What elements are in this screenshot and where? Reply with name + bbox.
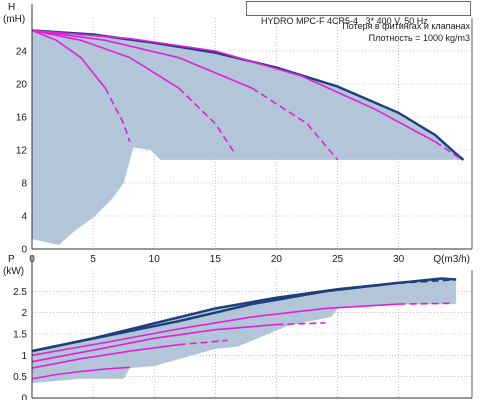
power-supply: 3* 400 V, 50 Hz (365, 16, 428, 26)
head-curve-1-dashed (104, 87, 131, 143)
power-curve-4 (31, 303, 399, 357)
head-x-tick-label: 5 (90, 254, 96, 265)
power-y-tick-label: 1.5 (13, 330, 27, 341)
head-x-tick-label: 20 (271, 254, 283, 265)
head-x-tick-label: 25 (332, 254, 344, 265)
head-y-tick-label: 0 (21, 245, 27, 256)
head-x-tick-label: 15 (210, 254, 222, 265)
power-curve-3-dashed (276, 322, 326, 326)
head-y-tick-label: 24 (16, 47, 28, 58)
power-y-unit: (kW) (3, 266, 24, 277)
head-y-tick-label: 20 (16, 80, 28, 91)
power-curve-2-dashed (178, 339, 228, 346)
power-curve-5 (31, 281, 399, 353)
model-name: HYDRO MPC-F 4CR5-4 (261, 16, 359, 26)
head-y-tick-label: 12 (16, 146, 28, 157)
head-y-label: H (8, 2, 15, 13)
power-y-tick-label: 2.5 (13, 287, 27, 298)
head-x-tick-label: 10 (149, 254, 161, 265)
head-operating-area (32, 30, 464, 245)
power-y-tick-label: 1 (21, 351, 27, 362)
note-density: Плотность = 1000 kg/m3 (368, 33, 470, 43)
head-curve-1 (31, 29, 106, 89)
note-losses: Потеря в фитингах и клапанах (342, 21, 470, 31)
head-y-unit: (mH) (3, 14, 25, 25)
head-y-tick-label: 16 (16, 113, 28, 124)
head-x-label: Q(m3/h) (433, 254, 470, 265)
model-info-box: HYDRO MPC-F 4CR5-4 3* 400 V, 50 Hz (246, 1, 471, 26)
head-curve-2 (31, 29, 180, 89)
head-curve-4 (31, 29, 436, 143)
power-y-tick-label: 2 (21, 308, 27, 319)
power-curve-3 (31, 323, 277, 363)
power-curve-1 (31, 366, 130, 380)
head-y-tick-label: 4 (21, 212, 27, 223)
head-x-tick-label: 30 (393, 254, 405, 265)
head-curve-4-dashed (434, 141, 461, 159)
power-operating-area (32, 278, 457, 384)
head-curve-3 (31, 29, 253, 89)
power-curve-4-dashed (398, 302, 454, 305)
power-y-label: P (8, 254, 15, 265)
head-y-tick-label: 8 (21, 179, 27, 190)
power-y-tick-label: 0 (21, 394, 27, 400)
power-y-tick-label: 0.5 (13, 372, 27, 383)
power-curve-5-dashed (398, 278, 457, 284)
head-curve-2-dashed (178, 87, 235, 153)
power-curve-2 (31, 343, 179, 369)
